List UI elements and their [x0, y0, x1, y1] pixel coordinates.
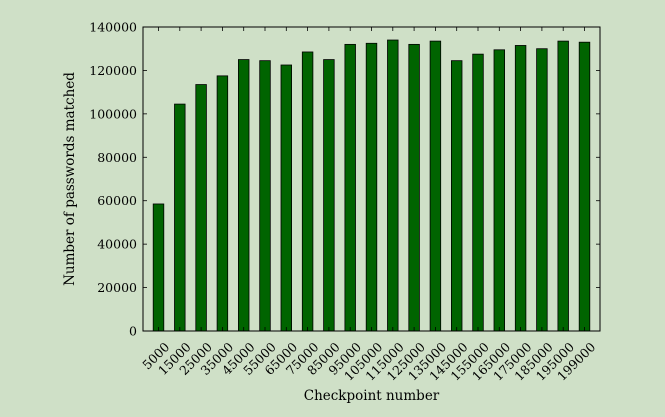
- y-tick-label-0: 0: [129, 324, 137, 339]
- bar-95000: [344, 43, 356, 332]
- bar-175000: [514, 45, 527, 332]
- bar-145000: [450, 60, 463, 332]
- plot-frame: [142, 26, 601, 332]
- x-axis-label: Checkpoint number: [304, 388, 440, 404]
- y-tick-label-120000: 120000: [89, 63, 137, 78]
- bar-5000: [152, 203, 165, 332]
- bar-165000: [493, 49, 506, 332]
- bar-155000: [472, 53, 484, 332]
- bar-115000: [387, 39, 399, 332]
- bar-105000: [365, 42, 378, 332]
- y-tick-label-140000: 140000: [89, 20, 137, 35]
- y-ticks-layer: 0 20000 40000 60000 80000 100000 120000 140000: [89, 20, 600, 339]
- bar-15000: [174, 103, 186, 332]
- bar-185000: [536, 48, 548, 332]
- bar-35000: [216, 75, 229, 332]
- bar-195000: [557, 40, 569, 332]
- bars-layer: [152, 39, 591, 332]
- y-tick-label-40000: 40000: [97, 237, 137, 252]
- bar-75000: [301, 51, 314, 332]
- bar-85000: [323, 59, 335, 332]
- bar-55000: [259, 60, 271, 332]
- bar-125000: [408, 43, 420, 332]
- bar-199000: [578, 41, 591, 332]
- y-tick-label-100000: 100000: [89, 106, 137, 121]
- y-tick-label-20000: 20000: [97, 280, 137, 295]
- bar-65000: [280, 64, 293, 332]
- y-tick-label-60000: 60000: [97, 193, 137, 208]
- bar-45000: [237, 59, 250, 332]
- bar-135000: [429, 40, 442, 332]
- y-axis-label: Number of passwords matched: [62, 72, 78, 286]
- y-tick-label-80000: 80000: [97, 150, 137, 165]
- bar-25000: [195, 84, 207, 332]
